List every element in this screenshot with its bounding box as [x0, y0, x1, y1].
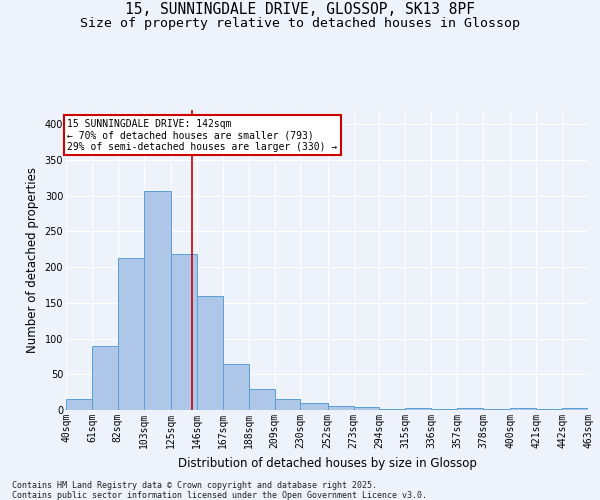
Bar — [92, 346, 118, 410]
Bar — [275, 398, 301, 410]
Bar — [406, 408, 431, 410]
Bar — [66, 400, 92, 410]
Text: Contains HM Land Registry data © Crown copyright and database right 2025.
Contai: Contains HM Land Registry data © Crown c… — [12, 480, 427, 500]
Bar — [118, 258, 144, 410]
Bar — [510, 408, 536, 410]
Bar — [301, 403, 328, 410]
Bar — [144, 192, 171, 410]
Text: 15, SUNNINGDALE DRIVE, GLOSSOP, SK13 8PF: 15, SUNNINGDALE DRIVE, GLOSSOP, SK13 8PF — [125, 2, 475, 18]
Bar — [379, 408, 406, 410]
Bar — [431, 408, 457, 410]
Bar — [197, 296, 223, 410]
Bar — [223, 364, 248, 410]
Bar — [457, 408, 483, 410]
Bar — [171, 254, 197, 410]
Bar — [353, 407, 379, 410]
Bar — [562, 408, 588, 410]
Text: Distribution of detached houses by size in Glossop: Distribution of detached houses by size … — [178, 458, 476, 470]
Y-axis label: Number of detached properties: Number of detached properties — [26, 167, 39, 353]
Bar — [328, 406, 353, 410]
Text: Size of property relative to detached houses in Glossop: Size of property relative to detached ho… — [80, 18, 520, 30]
Bar — [248, 388, 275, 410]
Bar — [483, 408, 510, 410]
Text: 15 SUNNINGDALE DRIVE: 142sqm
← 70% of detached houses are smaller (793)
29% of s: 15 SUNNINGDALE DRIVE: 142sqm ← 70% of de… — [67, 118, 337, 152]
